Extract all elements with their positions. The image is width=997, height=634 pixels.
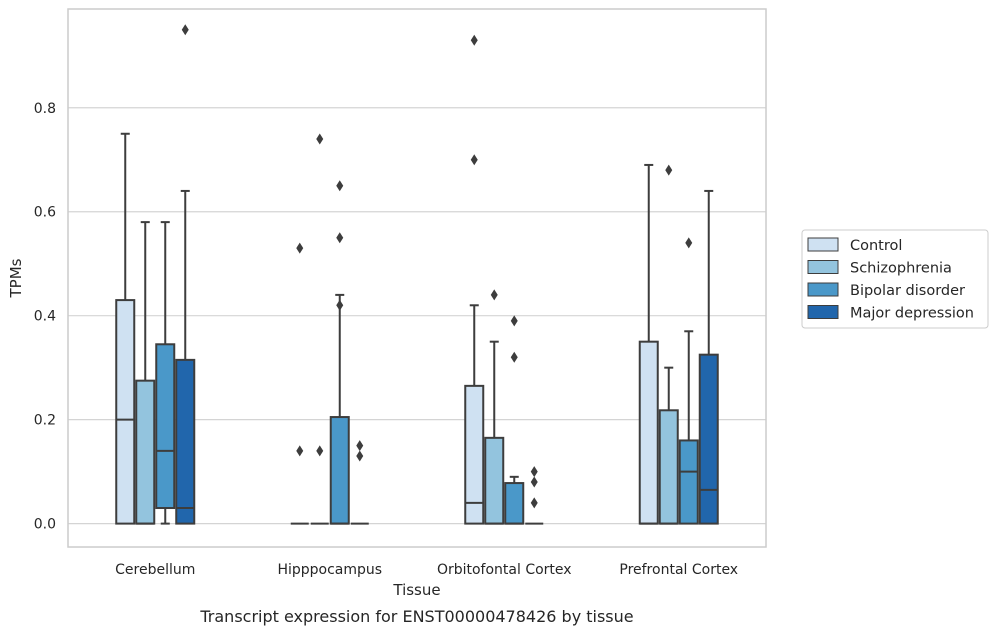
box-group [329,180,350,525]
plot-area-frame [67,8,767,548]
outlier-point [181,24,189,36]
y-tick-label: 0.2 [34,413,56,429]
outlier-point [296,242,304,254]
boxes [115,24,719,525]
legend-label: Control [850,238,902,254]
chart-title: Transcript expression for ENST0000047842… [199,607,633,626]
box-group [525,466,544,525]
legend-label: Schizophrenia [850,261,952,277]
box [155,343,176,510]
y-axis-title: TPMs [7,258,25,298]
box [678,439,699,525]
x-tick-label: Prefrontal Cortex [619,562,738,578]
outlier-point [665,164,673,176]
box-group [658,164,679,525]
y-tick-label: 0.8 [34,101,56,117]
outlier-point [356,450,364,462]
x-tick-label: Orbitofontal Cortex [437,562,572,578]
legend-swatch [807,305,839,319]
x-axis-title: Tissue [392,581,440,599]
box-group [484,289,505,525]
outlier-point [470,154,478,166]
box-group [175,24,196,525]
box-group [504,315,525,525]
legend-label: Bipolar disorder [850,283,965,299]
box-group [155,221,176,525]
outlier-point [316,133,324,145]
y-tick-label: 0.6 [34,205,56,221]
legend-swatch [807,237,839,252]
box [329,416,350,525]
outlier-point [530,497,538,509]
box [135,379,156,525]
y-tick-label: 0.4 [34,309,56,325]
outlier-point [470,34,478,46]
box [115,299,136,525]
box-group [638,163,659,525]
outlier-point [316,445,324,457]
box-group [698,189,719,525]
box-group [350,440,369,525]
x-tick-label: Cerebellum [115,562,195,578]
outlier-point [356,440,364,452]
outlier-point [336,232,344,244]
box-group [310,133,329,525]
box-group [290,242,309,525]
box [638,340,659,525]
outlier-point [296,445,304,457]
outlier-point [510,351,518,363]
y-tick-labels: 0.0 0.2 0.4 0.6 0.8 [34,101,56,533]
legend-swatch [807,282,839,297]
box-group [115,132,136,525]
legend: Control Schizophrenia Bipolar disorder Majo… [801,229,989,329]
box-group [135,221,156,525]
box [658,409,679,525]
legend-label: Major depression [850,306,974,322]
outlier-point [490,289,498,301]
box [464,384,485,525]
box [504,482,525,525]
box-group [678,237,699,525]
outlier-point [530,466,538,478]
outlier-point [530,476,538,488]
box-group [464,34,485,525]
box [698,353,719,525]
x-tick-labels: Cerebellum Hipppocampus Orbitofontal Corte… [115,562,738,578]
x-tick-label: Hipppocampus [277,562,382,578]
legend-swatch [807,260,839,274]
y-tick-label: 0.0 [34,517,56,533]
box [484,436,505,525]
outlier-point [685,237,693,249]
legend-frame [801,229,989,329]
outlier-point [336,180,344,192]
outlier-point [510,315,518,327]
box [175,358,196,525]
outlier-point [336,299,344,311]
